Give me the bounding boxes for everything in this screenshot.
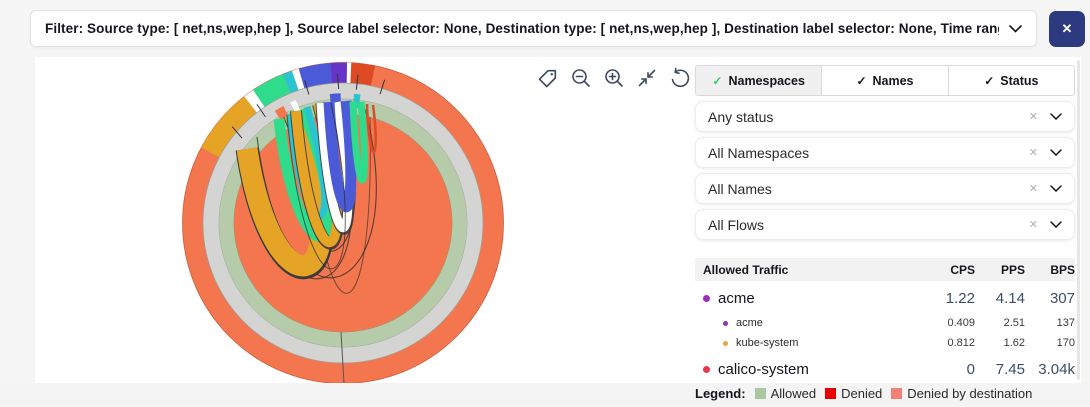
filter-summary-bar[interactable]: Filter: Source type: [ net,ns,wep,hep ],… [30, 10, 1037, 47]
zoom-in-icon [605, 69, 623, 87]
denied-swatch [825, 388, 837, 399]
scrollbar[interactable] [1077, 60, 1080, 380]
namespace-bullet [703, 366, 710, 373]
zoom-out-button[interactable] [568, 65, 594, 91]
table-header: Allowed Traffic CPS PPS BPS [695, 258, 1075, 281]
chevron-down-icon[interactable] [1009, 24, 1022, 33]
legend-item-denied: Denied [825, 386, 882, 401]
tag-icon [538, 69, 557, 88]
fit-to-view-button[interactable] [634, 65, 660, 91]
legend-item-denied-by-destination: Denied by destination [891, 386, 1032, 401]
legend-title: Legend: [695, 386, 746, 401]
namespace-bullet [723, 340, 728, 346]
flow-filters-panel: ✓ Namespaces ✓ Names ✓ Status Any status… [695, 65, 1075, 383]
zoom-out-icon [572, 69, 590, 87]
tab-status[interactable]: ✓ Status [948, 66, 1074, 95]
layer-tabs: ✓ Namespaces ✓ Names ✓ Status [695, 65, 1075, 96]
check-icon: ✓ [856, 73, 867, 88]
namespace-bullet [723, 320, 728, 326]
clear-icon[interactable]: ✕ [1028, 219, 1038, 231]
flow-visualizer-card: ✓ Namespaces ✓ Names ✓ Status Any status… [35, 57, 1081, 383]
denied-by-destination-swatch [891, 388, 903, 399]
namespaces-select[interactable]: All Namespaces ✕ [695, 137, 1075, 168]
ring-ticks [231, 74, 386, 139]
names-select[interactable]: All Names ✕ [695, 173, 1075, 204]
zoom-in-button[interactable] [601, 65, 627, 91]
table-subrow[interactable]: acme 0.409 2.51 137 [695, 314, 1075, 332]
legend-item-allowed: Allowed [754, 386, 816, 401]
allowed-traffic-table: Allowed Traffic CPS PPS BPS acme 1.22 4.… [695, 258, 1075, 383]
table-row[interactable]: calico-system 0 7.45 3.04k [695, 356, 1075, 383]
tab-names[interactable]: ✓ Names [822, 66, 949, 95]
filter-summary-text: Filter: Source type: [ net,ns,wep,hep ],… [45, 21, 999, 36]
segment-seam [340, 331, 345, 383]
reset-rotate-button[interactable] [667, 65, 693, 91]
tab-namespaces[interactable]: ✓ Namespaces [696, 66, 823, 95]
labels-tag-button[interactable] [535, 65, 561, 91]
chevron-down-icon[interactable] [1050, 149, 1062, 156]
close-icon: ✕ [1061, 21, 1073, 36]
chart-toolbar [535, 65, 693, 91]
chord-ribbons[interactable] [235, 100, 377, 294]
chevron-down-icon[interactable] [1050, 185, 1062, 192]
clear-icon[interactable]: ✕ [1028, 111, 1038, 123]
chord-diagram-area[interactable] [35, 57, 695, 383]
namespace-bullet [703, 295, 710, 302]
status-select[interactable]: Any status ✕ [695, 101, 1075, 132]
flows-select[interactable]: All Flows ✕ [695, 209, 1075, 240]
rotate-ccw-icon [671, 67, 690, 88]
clear-icon[interactable]: ✕ [1028, 147, 1038, 159]
table-row[interactable]: acme 1.22 4.14 307 [695, 285, 1075, 312]
legend-bar: Legend: Allowed Denied Denied by destina… [0, 383, 1090, 404]
flow-chord-diagram[interactable] [35, 57, 695, 383]
check-icon: ✓ [984, 73, 995, 88]
close-filter-button[interactable]: ✕ [1049, 11, 1085, 47]
check-icon: ✓ [712, 73, 723, 88]
chevron-down-icon[interactable] [1050, 221, 1062, 228]
allowed-swatch [754, 388, 766, 399]
clear-icon[interactable]: ✕ [1028, 183, 1038, 195]
chevron-down-icon[interactable] [1050, 113, 1062, 120]
table-subrow[interactable]: kube-system 0.812 1.62 170 [695, 334, 1075, 352]
collapse-arrows-icon [638, 69, 656, 87]
